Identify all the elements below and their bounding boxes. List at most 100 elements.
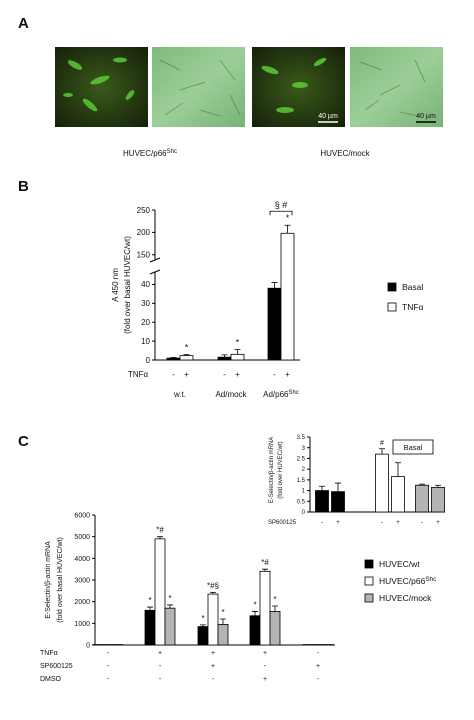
y-tick-label: 3.5 [297, 435, 306, 441]
significance-mark: * [286, 213, 290, 223]
legend-swatch [364, 576, 374, 586]
condition-value: - [321, 520, 323, 526]
condition-label: TNFα [40, 650, 58, 657]
significance-mark: *# [261, 558, 269, 567]
caption-text: HUVEC/p66 [123, 149, 167, 158]
condition-value: + [184, 370, 189, 379]
condition-value: + [211, 663, 215, 670]
significance-mark: *# [156, 526, 164, 535]
label-box [392, 439, 434, 455]
y-tick-label: 1 [302, 489, 306, 495]
bar [154, 538, 166, 646]
y-tick-label: 4000 [74, 556, 90, 563]
error-bar [183, 354, 190, 356]
y-tick-label: 2000 [74, 599, 90, 606]
y-axis-label: E-Selectin/β-actin mRNA [269, 437, 275, 503]
y-tick-label: 30 [141, 299, 150, 308]
condition-value: - [421, 520, 423, 526]
x-tick-label: w.t. [173, 390, 186, 399]
axis-break [149, 257, 161, 263]
y-tick-label: 3000 [74, 577, 90, 584]
bar [166, 357, 181, 361]
bar [164, 607, 176, 646]
error-bar [262, 568, 268, 572]
legend-label: TNFα [402, 302, 424, 312]
condition-value: + [285, 370, 290, 379]
bar [391, 476, 405, 513]
y-tick-label: 250 [137, 206, 151, 215]
scale-bar-label: 40 µm [416, 113, 436, 120]
error-bar [395, 462, 401, 477]
y-tick-label: 0 [302, 510, 306, 516]
x-tick-label-text: Ad/p66 [263, 390, 289, 399]
bar [280, 232, 295, 361]
error-bar [170, 357, 177, 359]
y-tick-label: 0 [86, 642, 90, 649]
error-bar [221, 354, 228, 358]
legend-label: HUVEC/wt [379, 559, 420, 569]
legend-label: Basal [402, 282, 423, 292]
legend-swatch [387, 302, 397, 312]
condition-value: - [172, 370, 175, 379]
condition-value: + [158, 650, 162, 657]
bar [217, 356, 232, 361]
y-tick-label: 6000 [74, 512, 90, 519]
condition-value: - [381, 520, 383, 526]
error-bar [272, 605, 278, 612]
legend-label-superscript: Shc [425, 576, 437, 583]
condition-value: + [263, 676, 267, 683]
bar [217, 624, 229, 646]
y-tick-label: 200 [137, 228, 151, 237]
significance-mark: * [221, 608, 224, 617]
bar [249, 615, 261, 646]
bar [267, 287, 282, 361]
condition-value: - [317, 676, 320, 683]
box-label: Basal [404, 443, 423, 452]
bar [179, 355, 194, 361]
significance-mark: *#§ [207, 581, 219, 590]
y-tick-label: 0 [146, 356, 151, 365]
significance-mark: * [273, 595, 276, 604]
bar [230, 353, 245, 361]
caption-superscript: Shc [167, 149, 177, 155]
y-axis-label: (fold over basal HUVEC/wt) [57, 537, 64, 623]
bar [197, 626, 209, 646]
condition-value: - [107, 676, 110, 683]
significance-mark: * [185, 343, 189, 353]
significance-mark: * [168, 594, 171, 603]
condition-label: SP600125 [268, 520, 297, 526]
legend-label-text: HUVEC/p66 [379, 576, 426, 586]
error-bar [252, 611, 258, 616]
error-bar [419, 483, 425, 486]
condition-value: + [235, 370, 240, 379]
error-bar [234, 349, 241, 355]
y-tick-label: 10 [141, 337, 150, 346]
error-bar [284, 224, 291, 234]
scale-bar-label: 40 µm [318, 113, 338, 120]
error-bar [157, 536, 163, 539]
y-tick-label: 2 [302, 467, 306, 473]
condition-value: - [107, 650, 110, 657]
error-bar [200, 624, 206, 627]
legend-swatch [364, 593, 374, 603]
y-tick-label: 150 [137, 251, 151, 260]
error-bar [210, 591, 216, 595]
legend-swatch [387, 282, 397, 292]
bar [259, 570, 271, 646]
condition-value: + [396, 520, 400, 526]
panel-label: A [18, 15, 29, 32]
condition-value: + [263, 650, 267, 657]
panel-label: B [18, 178, 29, 195]
y-tick-label: 40 [141, 280, 150, 289]
bar [431, 486, 445, 513]
condition-value: - [159, 663, 162, 670]
error-bar [319, 485, 325, 491]
y-axis-label: A 450 nm [111, 268, 120, 302]
micrograph [152, 47, 245, 127]
y-tick-label: 1000 [74, 621, 90, 628]
x-tick-label-superscript: Shc [289, 390, 299, 396]
error-bar [271, 282, 278, 289]
y-axis-label: (fold over basal HUVEC/wt) [123, 236, 132, 334]
caption: HUVEC/p66Shc [123, 149, 177, 158]
